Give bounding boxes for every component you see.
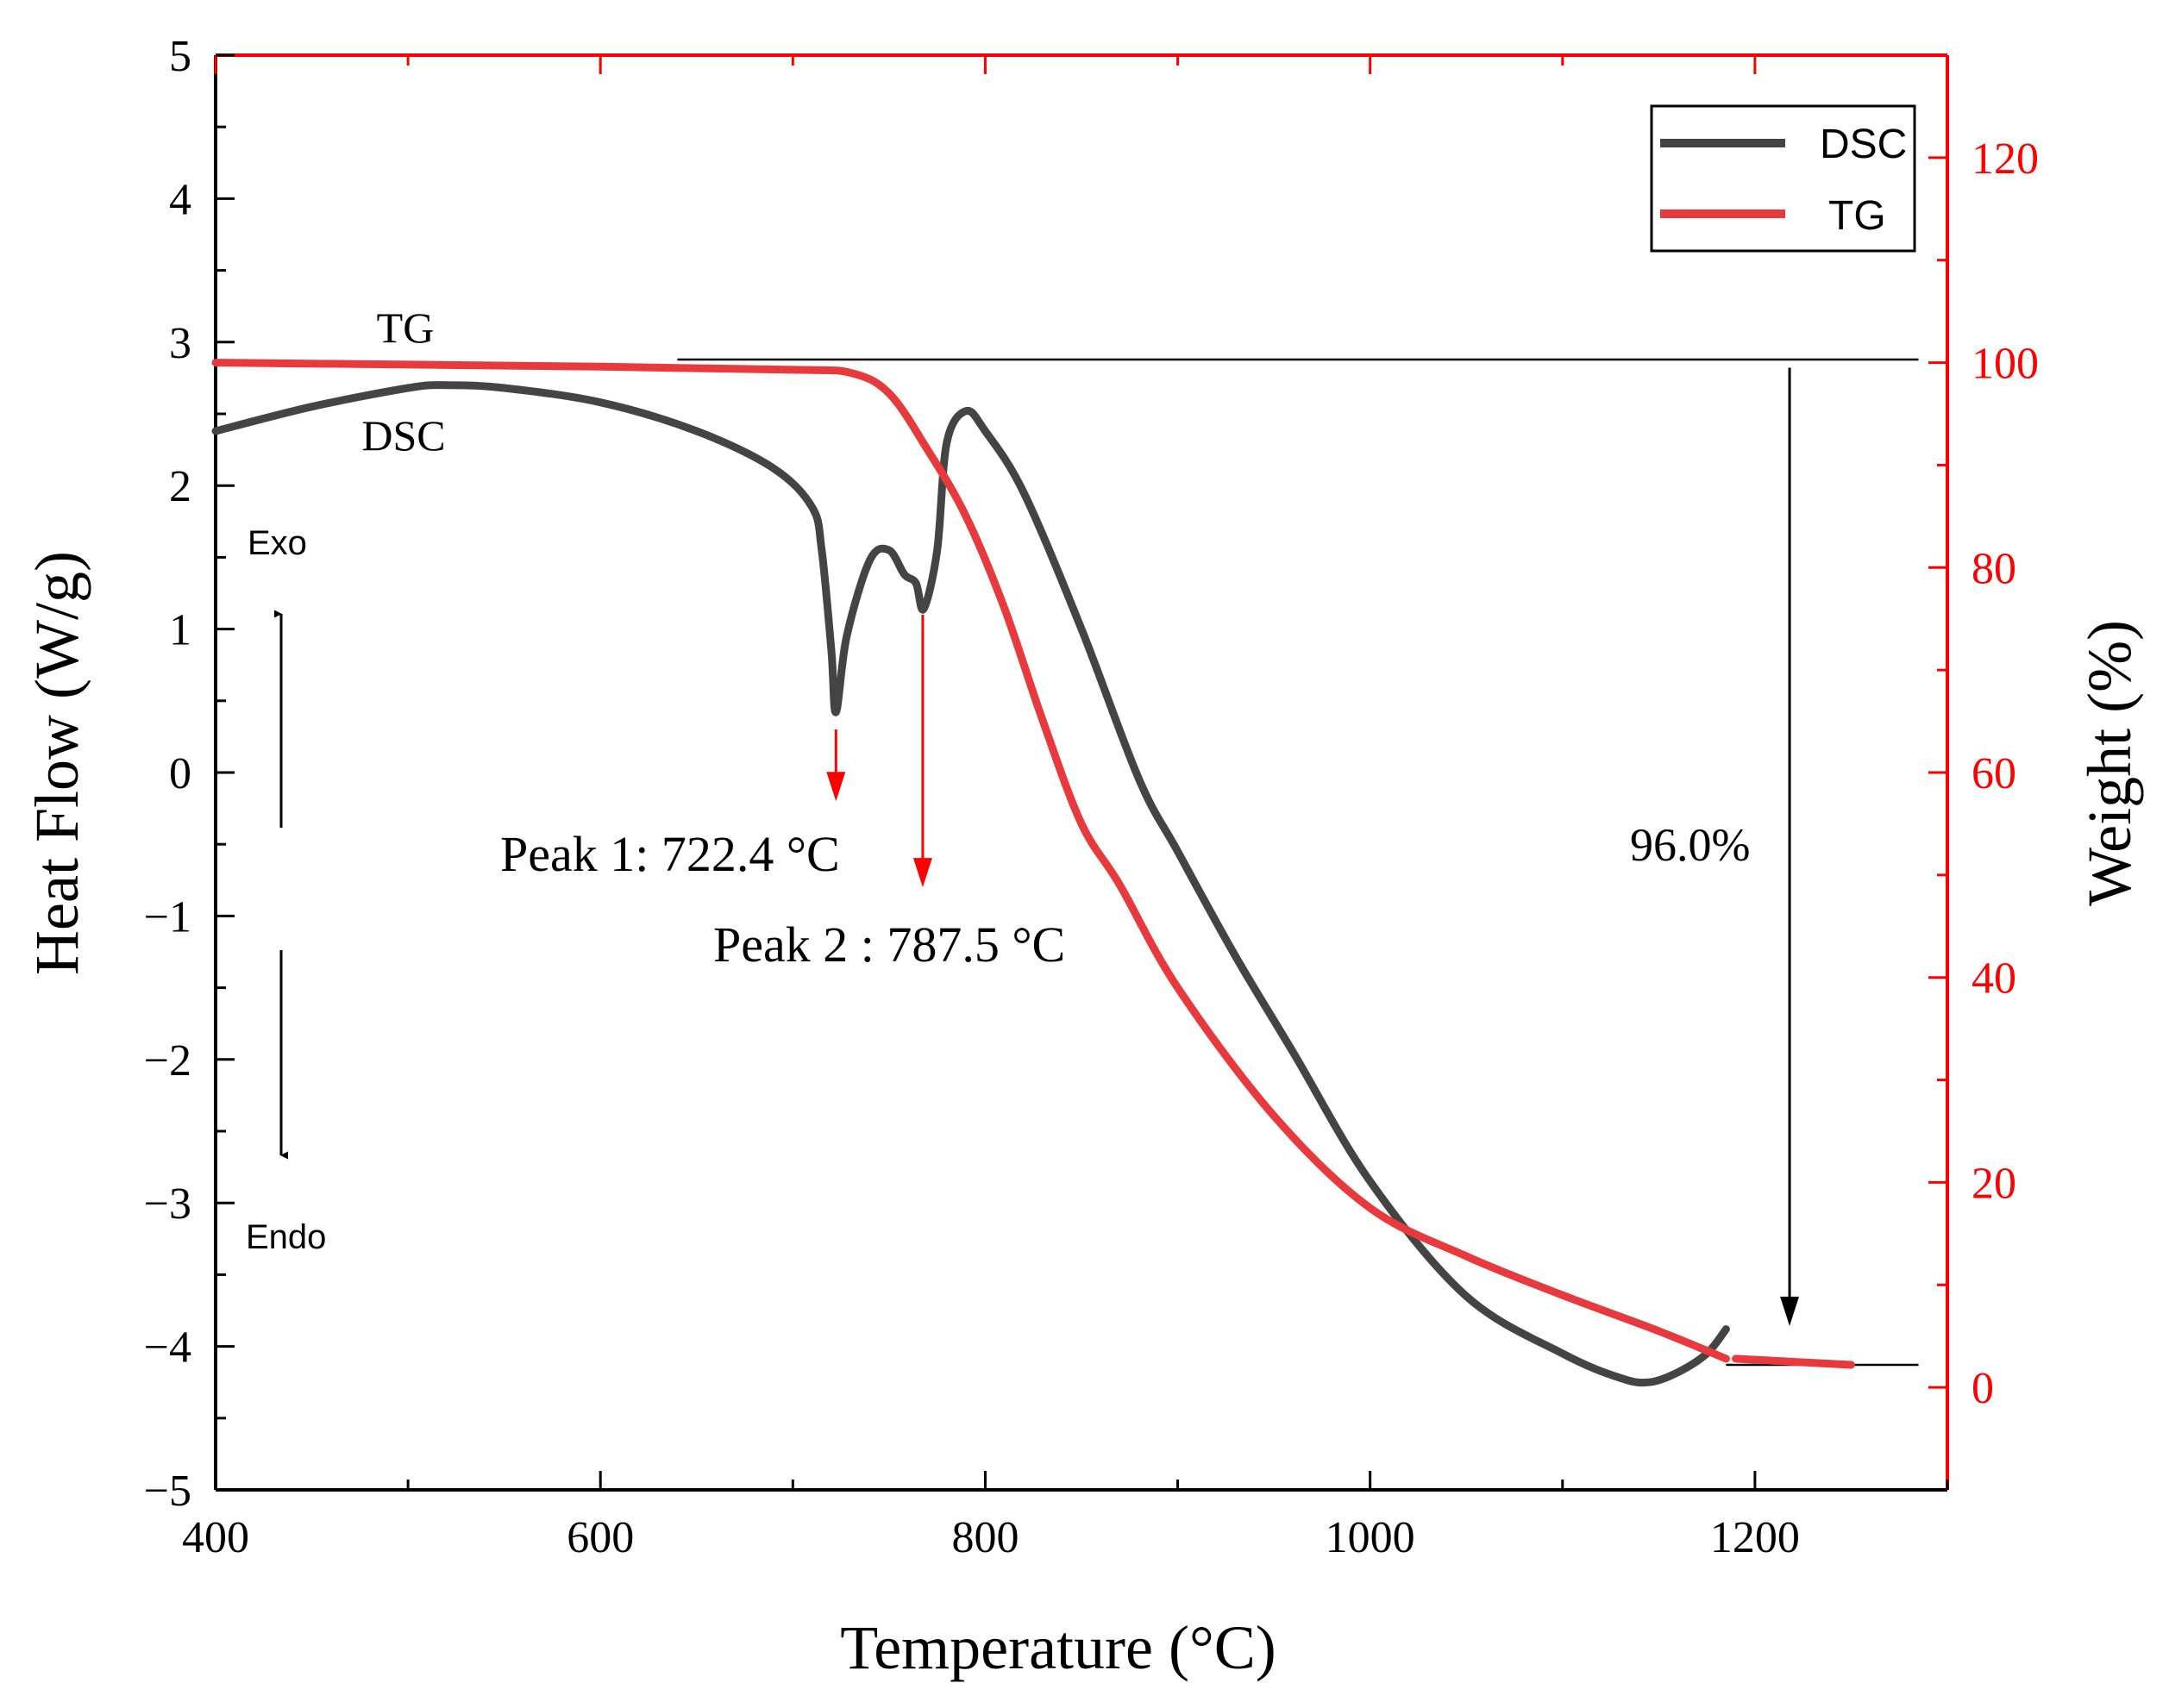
- y-right-axis-title: Weight (%): [2075, 620, 2144, 906]
- x-tick-label: 800: [951, 1513, 1019, 1562]
- series-dsc: [211, 381, 1730, 1387]
- y-left-tick-label: 5: [169, 32, 191, 81]
- y-right-tick-label: 120: [1972, 135, 2039, 184]
- legend-box: [1650, 104, 1916, 253]
- y-left-tick-label: −2: [144, 1036, 191, 1085]
- y-left-axis-title: Heat Flow (W/g): [22, 551, 91, 975]
- y-left-tick-label: −5: [144, 1467, 191, 1516]
- mass-loss-label: 96.0%: [1630, 819, 1750, 871]
- y-right-tick-label: 20: [1972, 1159, 2016, 1208]
- peak1-label: Peak 1: 722.4 °C: [500, 826, 840, 882]
- mass-loss-arrow-head: [1780, 1296, 1800, 1326]
- y-left-tick-label: −4: [144, 1323, 191, 1373]
- y-left-tick-label: 3: [169, 319, 191, 368]
- y-right-tick-label: 0: [1972, 1364, 1994, 1413]
- y-right-tick-label: 80: [1972, 544, 2016, 593]
- x-tick-label: 1200: [1710, 1513, 1800, 1562]
- peak2-arrow-head: [912, 858, 932, 888]
- y-right-tick-label: 100: [1972, 340, 2039, 389]
- legend-dsc-label: DSC: [1820, 122, 1907, 167]
- peak1-arrow-head: [826, 772, 846, 802]
- y-right-tick-label: 40: [1972, 954, 2016, 1004]
- endo-label: Endo: [246, 1218, 326, 1256]
- y-left-tick-label: −3: [144, 1179, 191, 1229]
- legend-tg-label: TG: [1828, 193, 1886, 239]
- y-right-tick-label: 60: [1972, 749, 2016, 798]
- x-axis-title: Temperature (°C): [840, 1613, 1276, 1682]
- peak2-label: Peak 2 : 787.5 °C: [713, 917, 1065, 973]
- x-tick-label: 1000: [1326, 1513, 1415, 1562]
- tg-curve-label: TG: [377, 303, 435, 352]
- y-left-tick-label: 4: [169, 175, 191, 224]
- y-left-tick-label: 0: [169, 749, 191, 798]
- exo-label: Exo: [248, 524, 307, 562]
- y-left-tick-label: −1: [144, 892, 191, 942]
- series-tg: [211, 359, 1730, 1363]
- x-tick-label: 600: [567, 1513, 634, 1562]
- series-tg-end: [1732, 1355, 1855, 1369]
- y-left-tick-label: 1: [169, 606, 191, 655]
- x-tick-label: 400: [182, 1513, 249, 1562]
- y-left-tick-label: 2: [169, 462, 191, 511]
- dsc-curve-label: DSC: [361, 411, 445, 460]
